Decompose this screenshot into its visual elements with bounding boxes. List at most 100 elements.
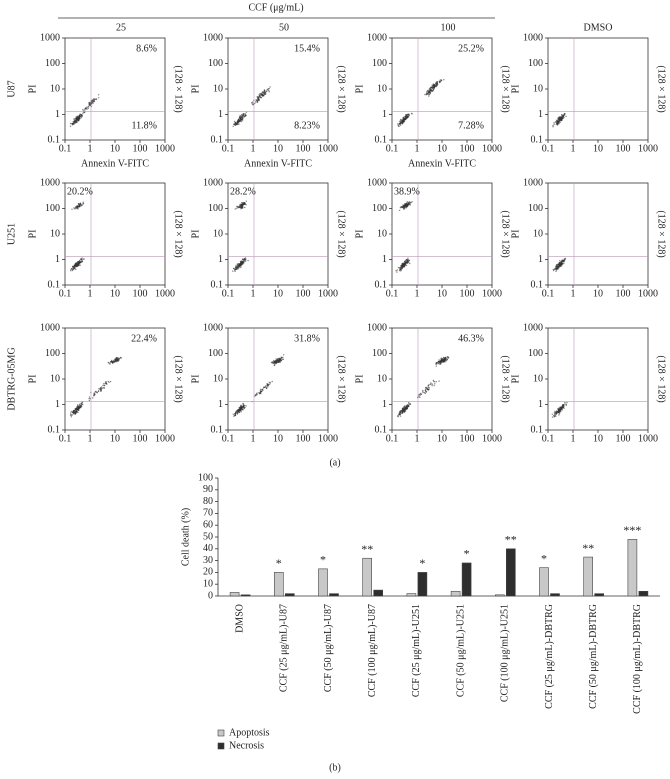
event-dot xyxy=(443,360,445,362)
y-tick-label: 1000 xyxy=(523,32,543,43)
event-dot xyxy=(442,356,445,359)
event-dot xyxy=(407,260,410,262)
quadrant-percent: 7.28% xyxy=(458,120,484,131)
event-dot xyxy=(102,387,104,389)
bar xyxy=(627,539,638,597)
event-dot xyxy=(258,94,260,96)
legend-swatch xyxy=(217,729,225,737)
y-tick-label: 10 xyxy=(533,83,543,94)
event-dot xyxy=(440,79,442,81)
x-axis-label: Annexin V-FITC xyxy=(408,158,476,169)
y-tick-label: 0.1 xyxy=(531,134,544,145)
event-dot xyxy=(79,405,81,408)
bar xyxy=(284,593,295,597)
y-axis-label: PI xyxy=(190,85,201,94)
event-dot xyxy=(565,404,567,406)
event-dot xyxy=(404,119,407,121)
event-dot xyxy=(446,356,448,358)
event-dot xyxy=(402,205,405,207)
event-dot xyxy=(557,266,559,269)
event-dot xyxy=(400,270,402,272)
event-dot xyxy=(553,123,555,126)
event-dot xyxy=(277,360,279,362)
event-dot xyxy=(273,360,276,362)
x-tick-label: 1000 xyxy=(155,288,175,299)
y-tick-label: 10 xyxy=(377,228,387,239)
event-dot xyxy=(240,206,243,208)
y-tick-label: 1000 xyxy=(203,177,223,188)
event-dot xyxy=(269,86,271,88)
x-tick-label: 0.1 xyxy=(542,433,555,444)
event-dot xyxy=(76,119,78,121)
event-dot xyxy=(110,360,112,363)
event-dot xyxy=(242,409,244,411)
y-tick-label: 100 xyxy=(372,58,387,69)
event-dot xyxy=(557,412,559,414)
bar xyxy=(417,572,428,597)
event-dot xyxy=(85,107,87,110)
event-dot xyxy=(77,409,79,411)
event-dot xyxy=(114,359,117,362)
event-dot xyxy=(82,112,84,115)
event-dot xyxy=(257,392,259,394)
event-dot xyxy=(265,93,267,95)
x-tick-label: 10 xyxy=(110,288,120,299)
y-tick-label: 0.1 xyxy=(48,279,61,290)
event-dot xyxy=(445,360,448,362)
event-dot xyxy=(245,200,247,202)
event-dot xyxy=(445,357,447,359)
event-dot xyxy=(435,362,437,364)
event-dot xyxy=(260,392,262,395)
event-dot xyxy=(277,358,280,360)
event-dot xyxy=(444,358,446,361)
y-tick-label: 10 xyxy=(203,578,213,589)
side-label: (128 × 128) xyxy=(336,210,347,257)
panel-a-caption: (a) xyxy=(329,457,340,468)
event-dot xyxy=(435,85,437,88)
event-dot xyxy=(261,93,264,95)
event-dot xyxy=(426,91,428,94)
event-dot xyxy=(403,409,405,411)
event-dot xyxy=(235,264,237,267)
event-dot xyxy=(409,204,411,206)
event-dot xyxy=(72,121,74,123)
event-dot xyxy=(562,404,564,406)
event-dot xyxy=(240,262,243,264)
significance-mark: ** xyxy=(505,533,517,547)
event-dot xyxy=(75,121,78,124)
event-dot xyxy=(563,262,565,265)
event-dot xyxy=(561,259,563,262)
event-dot xyxy=(79,114,81,116)
event-dot xyxy=(263,94,265,96)
x-tick-label: 1 xyxy=(88,433,93,444)
event-dot xyxy=(78,408,80,410)
y-tick-label: 1000 xyxy=(203,322,223,333)
x-tick-label: 100 xyxy=(616,433,631,444)
event-dot xyxy=(563,407,565,409)
event-dot xyxy=(397,266,400,269)
event-dot xyxy=(428,95,430,97)
y-tick-label: 80 xyxy=(203,496,213,507)
y-tick-label: 0.1 xyxy=(375,279,388,290)
event-dot xyxy=(399,122,401,124)
x-tick-label: 1000 xyxy=(318,288,338,299)
event-dot xyxy=(431,86,433,88)
event-dot xyxy=(565,115,567,118)
event-dot xyxy=(82,403,84,406)
y-tick-label: 1 xyxy=(55,109,60,120)
quadrant-percent: 25.2% xyxy=(458,43,484,54)
event-dot xyxy=(80,258,82,260)
quadrant-percent: 46.3% xyxy=(458,333,484,344)
event-dot xyxy=(424,93,426,96)
event-dot xyxy=(108,362,110,364)
y-tick-label: 100 xyxy=(528,203,543,214)
event-dot xyxy=(251,103,253,105)
event-dot xyxy=(271,380,273,383)
y-tick-label: 40 xyxy=(203,543,213,554)
event-dot xyxy=(560,261,563,263)
y-tick-label: 10 xyxy=(377,373,387,384)
event-dot xyxy=(259,95,261,98)
event-dot xyxy=(236,123,239,125)
event-dot xyxy=(555,270,557,273)
event-dot xyxy=(408,114,410,116)
